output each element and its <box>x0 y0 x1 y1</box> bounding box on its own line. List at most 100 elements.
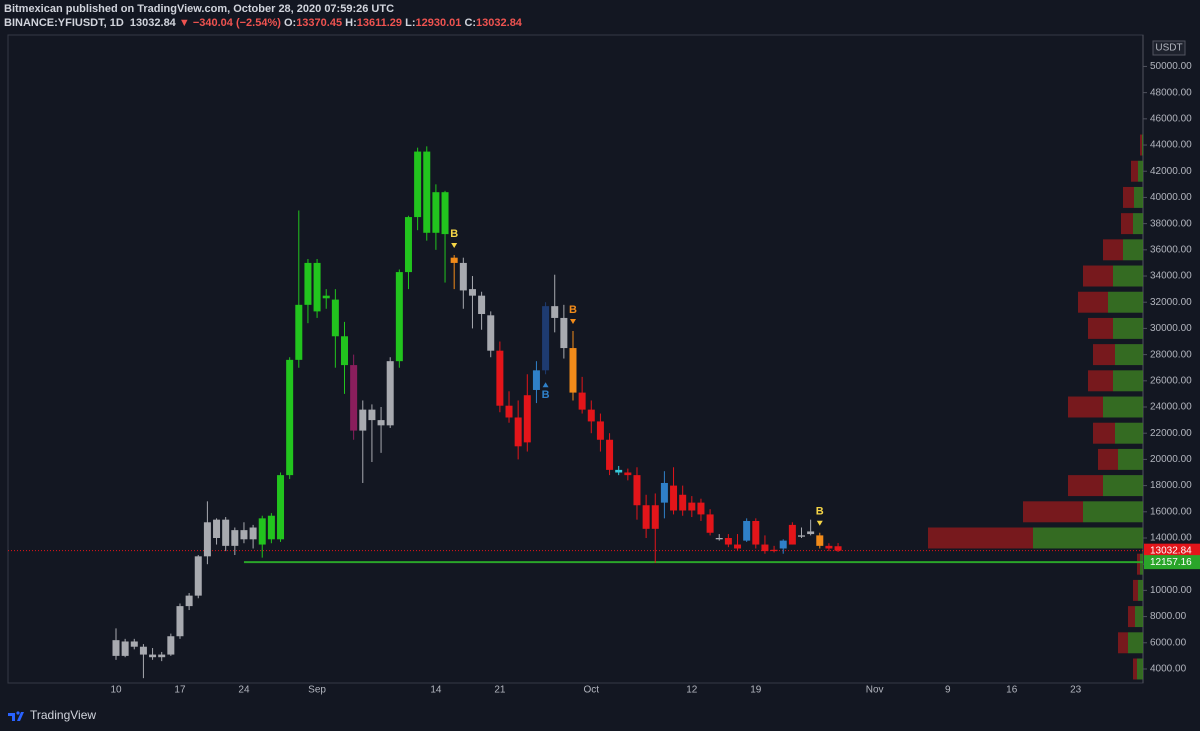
candle-body <box>258 518 266 545</box>
candle-body <box>222 519 230 546</box>
candle-body <box>459 262 467 291</box>
ohlc-h-label: H: <box>345 17 357 29</box>
volume-profile-down <box>1121 213 1133 235</box>
candle-body <box>779 540 787 549</box>
candle-body <box>450 257 458 263</box>
candle-body <box>130 641 138 647</box>
candle-body <box>505 405 513 418</box>
volume-profile-up <box>1118 448 1143 470</box>
candle-body <box>670 485 678 511</box>
volume-profile-up <box>1138 160 1143 182</box>
candle-body <box>295 304 303 360</box>
volume-profile-down <box>1131 160 1138 182</box>
last: 13032.84 <box>129 17 176 29</box>
candle-body <box>121 641 129 656</box>
y-tick-label: 50000.00 <box>1150 61 1192 72</box>
x-tick-label: Sep <box>308 685 326 696</box>
change: ▼ −340.04 (−2.54%) <box>178 17 281 29</box>
candle-body <box>395 272 403 362</box>
y-tick-label: 14000.00 <box>1150 533 1192 544</box>
candle-body <box>139 646 147 655</box>
x-tick-label: 10 <box>110 685 122 696</box>
volume-profile-down <box>1118 632 1128 654</box>
candle-body <box>734 544 742 549</box>
candle-body <box>624 472 632 476</box>
candle-body <box>688 502 696 511</box>
candle-body <box>816 535 824 546</box>
candle-body <box>551 306 559 318</box>
y-tick-label: 46000.00 <box>1150 113 1192 124</box>
candle-body <box>304 262 312 305</box>
candle-body <box>350 365 358 431</box>
candle-body <box>633 475 641 506</box>
ohlc-l: 12930.01 <box>415 17 462 29</box>
candle-body <box>149 654 157 658</box>
candle-body <box>432 192 440 233</box>
volume-profile-down <box>1133 579 1138 601</box>
ohlc-h: 13611.29 <box>356 17 403 29</box>
symbol: BINANCE:YFIUSDT, 1D <box>4 17 124 29</box>
support-box <box>1144 555 1200 570</box>
footer[interactable]: TradingView <box>8 708 96 722</box>
volume-profile-up <box>1123 239 1143 261</box>
volume-profile-up <box>1103 396 1143 418</box>
volume-profile-up <box>1083 501 1143 523</box>
volume-profile-down <box>1083 265 1113 287</box>
candle-body <box>286 359 294 476</box>
volume-profile-up <box>1134 186 1143 208</box>
candle-body <box>231 530 239 546</box>
volume-profile-up <box>1113 265 1143 287</box>
ohlc-o-label: O: <box>283 17 297 29</box>
volume-profile-up <box>1115 422 1143 444</box>
candle-body <box>414 151 422 218</box>
volume-profile-down <box>1068 396 1103 418</box>
candle-body <box>532 370 540 390</box>
x-tick-label: 21 <box>494 685 506 696</box>
x-tick-label: 9 <box>945 685 951 696</box>
volume-profile-up <box>1113 370 1143 392</box>
candle-body <box>249 527 257 540</box>
candle-body <box>158 654 166 658</box>
y-tick-label: 42000.00 <box>1150 166 1192 177</box>
volume-profile-up <box>1033 527 1143 549</box>
candle-body <box>176 606 184 637</box>
y-tick-label: 26000.00 <box>1150 375 1192 386</box>
x-tick-label: 17 <box>174 685 186 696</box>
signal-arrow <box>451 243 458 249</box>
candle-body <box>386 361 394 426</box>
candle-body <box>331 299 339 337</box>
last-price-box <box>1144 543 1200 558</box>
candle-body <box>185 595 193 607</box>
candle-body <box>834 546 842 551</box>
symbol-line: BINANCE:YFIUSDT, 1D 13032.84 ▼ −340.04 (… <box>4 17 522 29</box>
volume-profile-up <box>1142 134 1143 156</box>
volume-profile-up <box>1137 658 1143 680</box>
candle-body <box>194 556 202 596</box>
candle-body <box>578 392 586 410</box>
volume-profile-down <box>1023 501 1083 523</box>
volume-profile-down <box>1128 606 1135 628</box>
candle-body <box>468 289 476 296</box>
signal-label: B <box>816 506 824 518</box>
x-tick-label: Nov <box>866 685 884 696</box>
candle-body <box>615 469 623 473</box>
y-tick-label: 4000.00 <box>1150 664 1187 675</box>
candle-body <box>807 531 815 535</box>
y-tick-label: 34000.00 <box>1150 271 1192 282</box>
candle-body <box>642 505 650 529</box>
volume-profile-down <box>1093 422 1115 444</box>
candle-body <box>569 348 577 393</box>
volume-profile-up <box>1140 553 1143 575</box>
volume-profile-down <box>1140 134 1142 156</box>
ohlc-c-label: C: <box>464 17 477 29</box>
candle-body <box>715 537 723 540</box>
y-tick-label: 28000.00 <box>1150 349 1192 360</box>
volume-profile-down <box>928 527 1033 549</box>
x-tick-label: 12 <box>686 685 698 696</box>
volume-profile-down <box>1137 553 1140 575</box>
candle-body <box>213 519 221 538</box>
x-tick-label: 24 <box>238 685 250 696</box>
candle-body <box>606 439 614 470</box>
